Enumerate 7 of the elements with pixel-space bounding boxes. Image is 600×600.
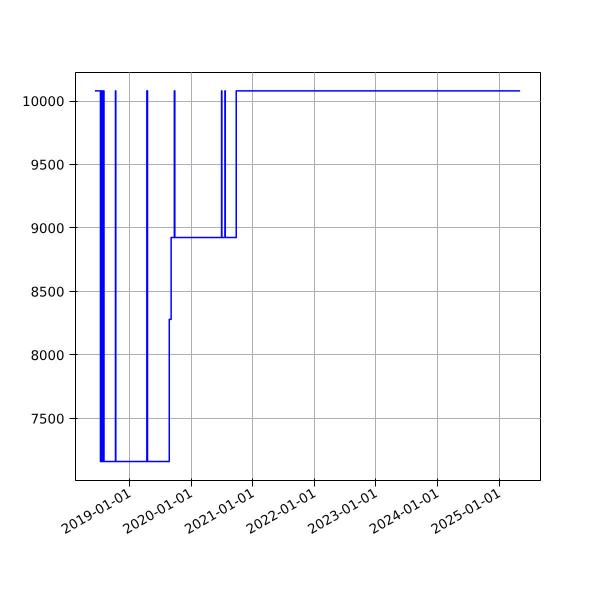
y-tick-label: 8500 bbox=[30, 285, 65, 300]
y-tick-label: 10000 bbox=[22, 95, 65, 110]
y-tick-label: 9000 bbox=[30, 222, 65, 237]
y-tick-label: 8000 bbox=[30, 348, 65, 364]
y-tick-label: 7500 bbox=[30, 412, 65, 428]
y-tick-label: 9500 bbox=[30, 158, 65, 174]
line-series bbox=[94, 90, 521, 462]
